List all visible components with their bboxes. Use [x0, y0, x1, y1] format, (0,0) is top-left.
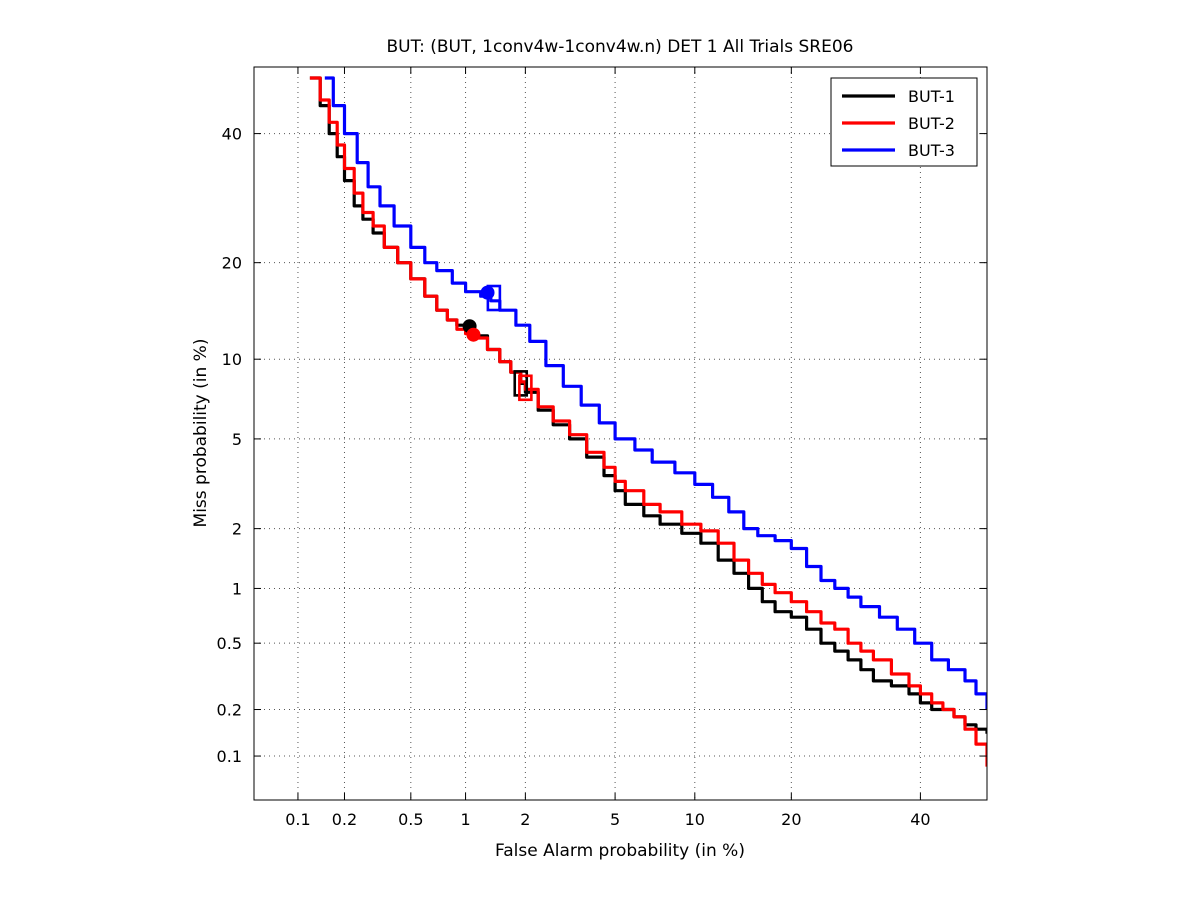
x-tick-label: 20 — [781, 810, 801, 829]
y-tick-label: 0.1 — [217, 747, 242, 766]
legend-label-but-3: BUT-3 — [908, 141, 955, 160]
actual-dcf-marker-but-3 — [486, 284, 502, 312]
x-tick-label: 40 — [910, 810, 930, 829]
legend-label-but-2: BUT-2 — [908, 114, 955, 133]
chart-title: BUT: (BUT, 1conv4w-1conv4w.n) DET 1 All … — [386, 37, 853, 57]
x-tick-label: 0.1 — [285, 810, 310, 829]
x-tick-label: 10 — [685, 810, 705, 829]
x-tick-label: 2 — [520, 810, 530, 829]
series-line-but-1 — [309, 76, 987, 734]
series-line-but-2 — [309, 76, 987, 767]
y-axis-label: Miss probability (in %) — [191, 339, 211, 528]
plot-frame — [253, 66, 988, 801]
actual-dcf-marker-but-2 — [518, 374, 533, 402]
x-tick-label: 0.2 — [332, 810, 357, 829]
tick-labels: 0.1 0.2 0.5 1 2 5 10 20 40 0.1 0.2 0.5 1 2 5 10 20 40 — [217, 67, 987, 829]
x-tick-label: 1 — [460, 810, 470, 829]
y-tick-label: 20 — [222, 254, 242, 273]
min-dcf-marker-but-2 — [466, 327, 481, 342]
y-tick-label: 5 — [232, 430, 242, 449]
y-tick-label: 0.5 — [217, 634, 242, 653]
series-lines — [309, 76, 987, 767]
series-line-but-3 — [324, 76, 987, 710]
operating-point-markers — [462, 284, 533, 402]
y-tick-label: 10 — [222, 350, 242, 369]
y-tick-label: 1 — [232, 579, 242, 598]
legend: BUT-1 BUT-2 BUT-3 — [830, 77, 978, 167]
x-axis-label: False Alarm probability (in %) — [495, 841, 745, 861]
actual-dcf-marker-but-1 — [513, 370, 529, 397]
x-tick-label: 5 — [610, 810, 620, 829]
x-tick-label: 0.5 — [398, 810, 423, 829]
grid-lines — [254, 67, 987, 800]
y-tick-label: 0.2 — [217, 701, 242, 720]
legend-label-but-1: BUT-1 — [908, 87, 955, 106]
y-tick-label: 2 — [232, 520, 242, 539]
y-tick-label: 40 — [222, 125, 242, 144]
